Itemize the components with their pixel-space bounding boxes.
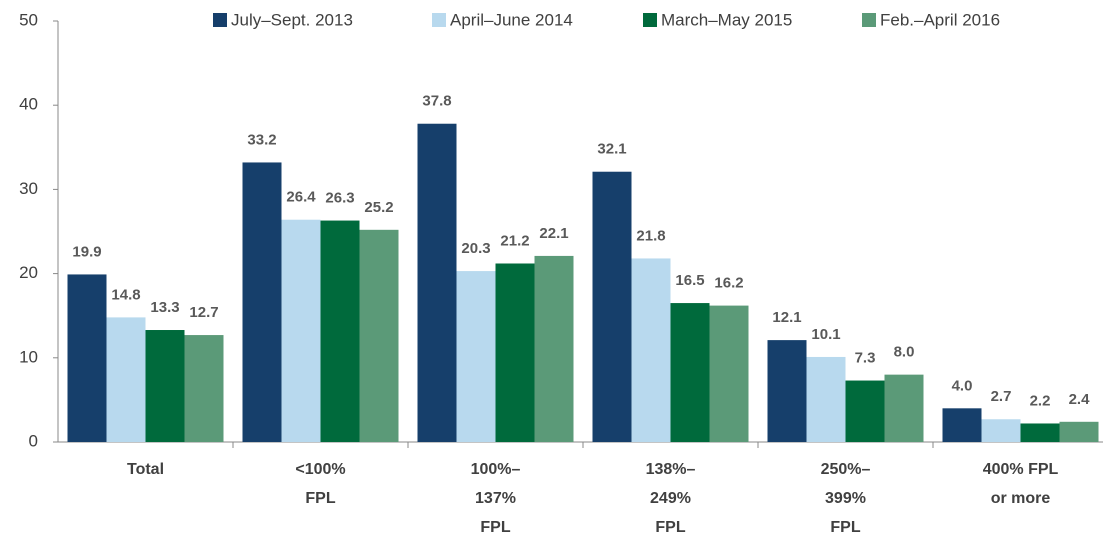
x-tick-label: FPL [305, 490, 335, 507]
bar [806, 356, 846, 442]
x-tick-label: Total [127, 461, 164, 478]
y-tick-label: 0 [29, 431, 38, 450]
bar [359, 229, 399, 442]
legend-swatch [213, 13, 227, 27]
x-tick-label: 138%– [646, 461, 696, 478]
bar [281, 219, 321, 442]
data-label: 19.9 [72, 243, 101, 260]
y-tick-label: 20 [19, 263, 38, 282]
data-label: 26.4 [286, 189, 316, 206]
bar [417, 123, 457, 442]
bar [709, 305, 749, 442]
data-label: 16.5 [675, 272, 704, 289]
bar [320, 220, 360, 442]
y-tick-label: 30 [19, 179, 38, 198]
data-label: 32.1 [597, 141, 626, 158]
x-tick-label: or more [991, 490, 1051, 507]
bar [884, 374, 924, 442]
bar [456, 271, 496, 442]
x-tick-label: 137% [475, 490, 516, 507]
legend-swatch [862, 13, 876, 27]
bar [670, 303, 710, 442]
data-label: 12.7 [189, 304, 218, 321]
data-label: 13.3 [150, 299, 179, 316]
x-tick-label: <100% [295, 461, 345, 478]
data-label: 8.0 [894, 344, 915, 361]
bar [184, 335, 224, 442]
legend-swatch [432, 13, 446, 27]
y-tick-label: 50 [19, 10, 38, 29]
data-label: 2.2 [1030, 392, 1051, 409]
data-label: 22.1 [539, 225, 568, 242]
bar [145, 330, 185, 442]
data-label: 14.8 [111, 286, 140, 303]
legend-label: March–May 2015 [661, 10, 792, 29]
y-tick-label: 40 [19, 95, 38, 114]
x-tick-label: 250%– [821, 461, 871, 478]
x-tick-label: FPL [480, 519, 510, 536]
legend-label: April–June 2014 [450, 10, 573, 29]
data-label: 2.7 [991, 388, 1012, 405]
data-label: 2.4 [1069, 391, 1091, 408]
x-tick-label: 249% [650, 490, 691, 507]
data-label: 16.2 [714, 275, 743, 292]
legend-label: July–Sept. 2013 [231, 10, 353, 29]
data-label: 26.3 [325, 190, 354, 207]
data-label: 10.1 [811, 326, 840, 343]
bar [495, 263, 535, 442]
bar [106, 317, 146, 442]
bar [242, 162, 282, 442]
data-label: 7.3 [855, 350, 876, 367]
data-label: 21.2 [500, 232, 529, 249]
legend-label: Feb.–April 2016 [880, 10, 1000, 29]
bar [67, 274, 107, 442]
data-label: 12.1 [772, 309, 801, 326]
bar [534, 255, 574, 442]
x-tick-label: 400% FPL [983, 461, 1059, 478]
data-label: 20.3 [461, 240, 490, 257]
data-label: 33.2 [247, 131, 276, 148]
legend-swatch [643, 13, 657, 27]
data-label: 37.8 [422, 93, 451, 110]
bar [592, 171, 632, 442]
data-label: 25.2 [364, 199, 393, 216]
bar [942, 408, 982, 442]
data-label: 4.0 [952, 377, 973, 394]
x-tick-label: FPL [655, 519, 685, 536]
bar [845, 380, 885, 442]
y-tick-label: 10 [19, 347, 38, 366]
bar [631, 258, 671, 442]
bar [981, 419, 1021, 442]
bar [1020, 423, 1060, 442]
bar [1059, 421, 1099, 442]
bar [767, 340, 807, 442]
x-tick-label: 399% [825, 490, 866, 507]
data-label: 21.8 [636, 227, 665, 244]
x-tick-label: 100%– [471, 461, 521, 478]
x-tick-label: FPL [830, 519, 860, 536]
